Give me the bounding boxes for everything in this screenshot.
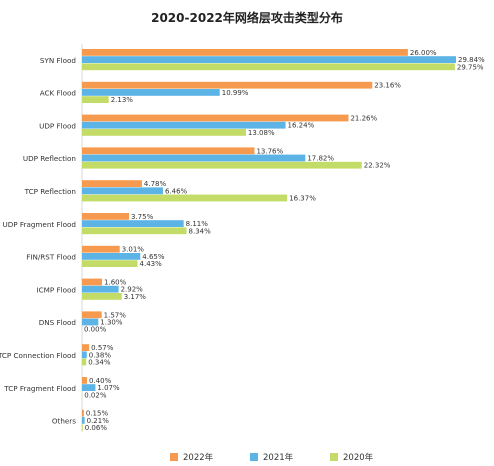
bar [82, 424, 83, 431]
category-label: FIN/RST Flood [26, 253, 76, 262]
data-label: 4.65% [142, 253, 165, 261]
legend-item: 2020年 [330, 451, 373, 463]
data-label: 1.57% [104, 311, 127, 319]
bar [82, 318, 99, 326]
data-label: 4.43% [140, 260, 163, 268]
bar [82, 129, 246, 136]
bar [82, 89, 220, 96]
category-label: UDP Flood [39, 121, 76, 130]
bar [82, 161, 362, 169]
data-label: 0.02% [84, 391, 107, 399]
data-label: 0.34% [88, 359, 111, 367]
data-label: 0.38% [89, 351, 112, 359]
data-label: 22.32% [364, 162, 391, 170]
bar [82, 344, 90, 351]
category-label: ICMP Flood [37, 285, 76, 294]
data-label: 3.01% [122, 246, 145, 254]
bar [82, 285, 119, 293]
bar [82, 49, 408, 56]
data-label: 16.37% [289, 195, 316, 203]
bar [82, 409, 84, 417]
bar [82, 417, 85, 424]
bar [82, 358, 87, 366]
category-label: UDP Reflection [23, 154, 76, 163]
data-label: 0.21% [87, 417, 110, 425]
legend-item: 2021年 [250, 451, 293, 463]
data-label: 0.40% [89, 377, 112, 385]
bar [82, 147, 255, 155]
data-label: 13.08% [248, 129, 275, 137]
data-label: 8.34% [189, 227, 212, 235]
bar [82, 377, 88, 384]
data-label: 1.60% [104, 279, 127, 287]
category-label: Others [52, 417, 76, 426]
data-label: 1.07% [97, 384, 120, 392]
bar [82, 260, 138, 267]
category-label: TCP Connection Flood [0, 351, 76, 360]
bar [82, 63, 455, 71]
data-label: 4.78% [144, 180, 167, 188]
data-label: 8.11% [186, 220, 209, 228]
bar [82, 351, 87, 359]
data-label: 1.30% [100, 319, 123, 327]
bar [82, 384, 96, 391]
data-label: 10.99% [222, 89, 249, 97]
bar [82, 56, 456, 63]
legend-label: 2021年 [263, 453, 294, 463]
data-label: 26.00% [410, 49, 437, 57]
bar [82, 194, 288, 202]
category-label: SYN Flood [40, 56, 76, 65]
chart-title: 2020-2022年网络层攻击类型分布 [151, 11, 343, 25]
legend-label: 2022年 [183, 453, 214, 463]
bar [82, 293, 122, 300]
data-label: 0.15% [86, 410, 109, 418]
bar [82, 114, 349, 122]
category-label: UDP Fragment Flood [2, 220, 76, 229]
bar [82, 154, 306, 162]
data-label: 2.13% [111, 96, 134, 104]
data-label: 23.16% [374, 82, 401, 90]
bar [82, 213, 129, 220]
legend-item: 2022年 [170, 451, 213, 463]
legend-swatch [170, 453, 178, 461]
category-label: DNS Flood [39, 318, 76, 327]
bar [82, 227, 187, 235]
legend-swatch [330, 453, 338, 461]
bar [82, 253, 141, 260]
legend-label: 2020年 [343, 453, 374, 463]
data-label: 0.00% [84, 326, 107, 334]
bar [82, 187, 163, 195]
data-label: 6.46% [165, 187, 188, 195]
bar-chart: SYN Flood 26.00% 29.84%29.75% ACK Flood 23.1… [0, 44, 485, 432]
data-label: 17.82% [307, 155, 334, 163]
data-label: 16.24% [288, 122, 315, 130]
bar [82, 311, 102, 319]
data-label: 3.75% [131, 213, 154, 221]
data-label: 21.26% [350, 115, 377, 123]
bar [82, 245, 120, 253]
data-label: 0.57% [91, 344, 114, 352]
legend: 2022年 2021年 2020年 [0, 451, 494, 465]
category-label: TCP Fragment Flood [3, 384, 76, 393]
data-label: 2.92% [121, 286, 144, 294]
data-label: 3.17% [124, 293, 147, 301]
category-label: ACK Flood [40, 89, 76, 98]
data-label: 29.84% [458, 56, 485, 64]
bar [82, 278, 103, 286]
category-label: TCP Reflection [24, 187, 76, 196]
data-label: 0.06% [85, 424, 108, 432]
data-label: 13.76% [256, 147, 283, 155]
bar [82, 220, 184, 227]
bar [82, 180, 142, 187]
data-label: 29.75% [457, 63, 484, 71]
legend-swatch [250, 453, 258, 461]
bar [82, 81, 373, 89]
bar [82, 96, 109, 103]
bar [82, 121, 286, 129]
